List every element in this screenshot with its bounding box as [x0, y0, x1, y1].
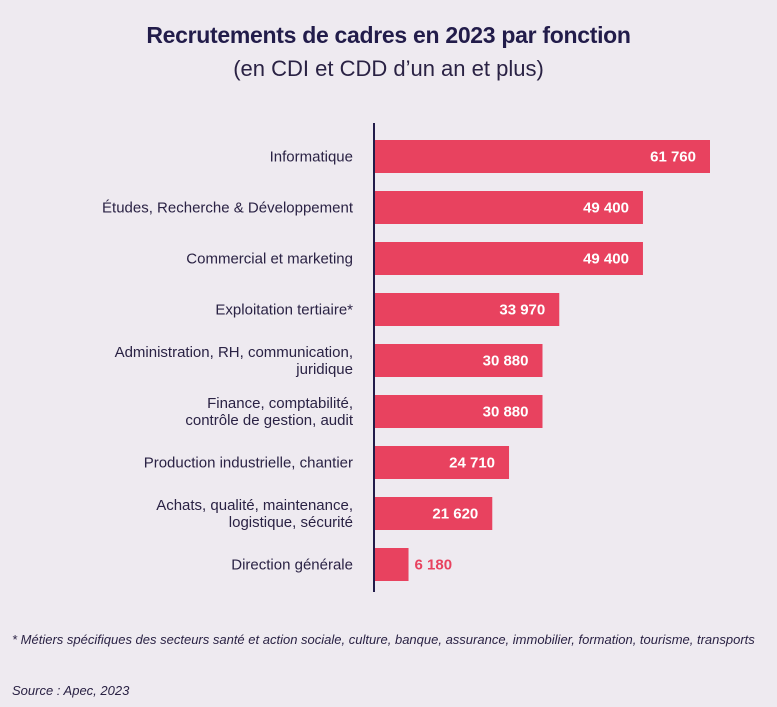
- category-label: Administration, RH, communication, juridi…: [115, 344, 353, 378]
- bar-value-label: 30 880: [483, 404, 529, 421]
- category-label-line: Administration, RH, communication,: [115, 344, 353, 361]
- bar: [375, 191, 643, 224]
- category-label-line: Achats, qualité, maintenance,: [156, 497, 353, 514]
- bar: [375, 344, 543, 377]
- category-label-line: Commercial et marketing: [186, 251, 353, 268]
- bar-value-label: 30 880: [483, 353, 529, 370]
- category-label: Études, Recherche & Développement: [102, 200, 354, 217]
- bar: [375, 140, 710, 173]
- category-label: Exploitation tertiaire*: [215, 302, 353, 319]
- category-label: Production industrielle, chantier: [144, 455, 353, 472]
- chart-subtitle: (en CDI et CDD d’un an et plus): [233, 56, 544, 81]
- bar-value-label: 61 760: [650, 149, 696, 166]
- category-label-line: Exploitation tertiaire*: [215, 302, 353, 319]
- footnote: * Métiers spécifiques des secteurs santé…: [12, 632, 755, 647]
- category-label-line: contrôle de gestion, audit: [185, 412, 353, 429]
- bar: [375, 293, 560, 326]
- category-label-line: logistique, sécurité: [229, 514, 353, 531]
- bar: [375, 242, 643, 275]
- category-label: Informatique: [270, 149, 353, 166]
- category-label: Finance, comptabilité, contrôle de gestio…: [185, 395, 353, 429]
- bar: [375, 395, 543, 428]
- bar: [375, 497, 493, 530]
- bar-value-label: 49 400: [583, 200, 629, 217]
- bar-value-label: 21 620: [432, 506, 478, 523]
- category-label-line: Études, Recherche & Développement: [102, 200, 354, 217]
- bar: [375, 446, 510, 479]
- bar-value-label: 6 180: [415, 557, 453, 574]
- category-label-line: juridique: [295, 361, 353, 378]
- bar-value-label: 49 400: [583, 251, 629, 268]
- category-label: Commercial et marketing: [186, 251, 353, 268]
- chart-title: Recrutements de cadres en 2023 par fonct…: [146, 22, 631, 48]
- category-label: Direction générale: [231, 557, 353, 574]
- category-label-line: Direction générale: [231, 557, 353, 574]
- bar: [375, 548, 409, 581]
- bar-value-label: 33 970: [499, 302, 545, 319]
- bar-chart: 61 760 Informatique 49 400 Études, Recherch…: [102, 123, 710, 592]
- category-label-line: Production industrielle, chantier: [144, 455, 353, 472]
- source-note: Source : Apec, 2023: [12, 683, 130, 698]
- category-label: Achats, qualité, maintenance, logistique,…: [156, 497, 353, 531]
- bar-value-label: 24 710: [449, 455, 495, 472]
- category-label-line: Finance, comptabilité,: [207, 395, 353, 412]
- category-label-line: Informatique: [270, 149, 353, 166]
